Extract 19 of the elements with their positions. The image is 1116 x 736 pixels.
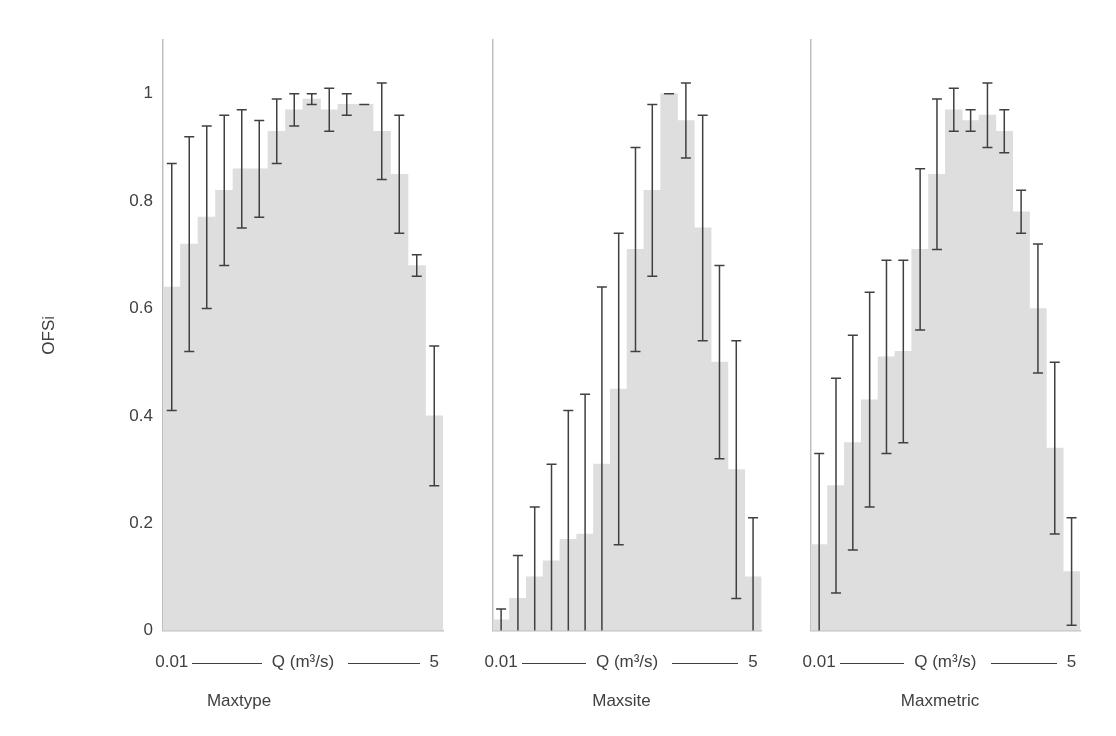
x-tick-label: 0.01 — [802, 652, 836, 672]
text: Maxmetric — [900, 691, 980, 711]
text: Maxsite — [592, 691, 651, 711]
y-axis-title: OFSi — [38, 315, 58, 355]
x-tick-label: 0.01 — [484, 652, 518, 672]
x-axis-title: Q (m³/s) — [595, 652, 659, 672]
y-tick-label: 0.6 — [129, 298, 153, 318]
x-tick-label: 5 — [748, 652, 758, 672]
x-tick-label: 5 — [1066, 652, 1077, 672]
x-tick-label: 5 — [429, 652, 439, 672]
y-tick-label: 1 — [143, 83, 153, 103]
x-tick-label: 0.01 — [155, 652, 189, 672]
y-tick-label: 0 — [143, 620, 153, 640]
y-tick-label: 0.4 — [129, 405, 153, 425]
x-axis-title: Q (m³/s) — [914, 652, 977, 672]
y-tick-label: 0.8 — [129, 190, 153, 210]
x-axis-title: Q (m³/s) — [271, 652, 335, 672]
y-tick-label: 0.2 — [129, 512, 153, 532]
text: Maxtype — [206, 691, 272, 711]
